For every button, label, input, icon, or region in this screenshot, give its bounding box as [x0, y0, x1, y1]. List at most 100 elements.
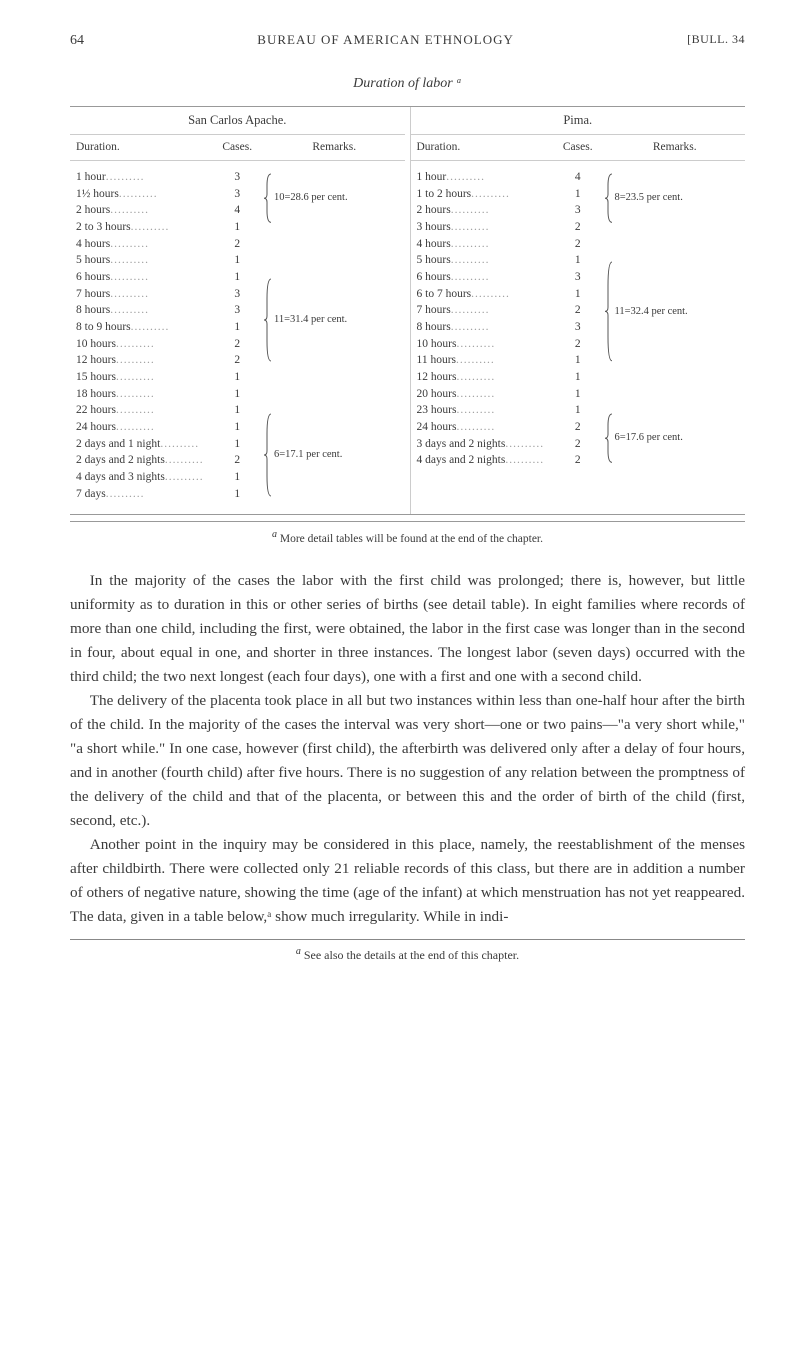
cell-cases: 1 [551, 386, 605, 403]
cell-cases: 1 [210, 436, 264, 453]
cell-duration: 6 to 7 hours.......... [411, 286, 551, 303]
table-row: 15 hours.......... 1 [70, 369, 405, 386]
table-row: 6 to 7 hours.......... 1 [411, 286, 746, 303]
cell-duration: 4 days and 2 nights.......... [411, 452, 551, 469]
cell-cases: 2 [551, 302, 605, 319]
cell-cases: 2 [551, 219, 605, 236]
cell-cases: 3 [551, 202, 605, 219]
page-number: 64 [70, 30, 84, 51]
table-row: 5 hours.......... 1 [70, 252, 405, 269]
cell-duration: 1½ hours.......... [70, 186, 210, 203]
cell-duration: 5 hours.......... [411, 252, 551, 269]
cell-duration: 4 hours.......... [411, 236, 551, 253]
table-row: 12 hours.......... 1 [411, 369, 746, 386]
col-headers-right: Duration. Cases. Remarks. [411, 135, 746, 161]
table-row: 10 hours.......... 2 [411, 336, 746, 353]
paragraph-1: In the majority of the cases the labor w… [70, 569, 745, 689]
table-row: 2 hours.......... 4 [70, 202, 405, 219]
cell-cases: 1 [551, 369, 605, 386]
table-row: 4 days and 3 nights.......... 1 [70, 469, 405, 486]
tribe-left: San Carlos Apache. [70, 107, 405, 135]
cell-duration: 7 days.......... [70, 486, 210, 503]
page-header: 64 BUREAU OF AMERICAN ETHNOLOGY [BULL. 3… [70, 30, 745, 51]
footnote-sup: a [272, 529, 277, 540]
table-row: 7 hours.......... 2 [411, 302, 746, 319]
table-row: 8 hours.......... 3 [70, 302, 405, 319]
left-table: San Carlos Apache. Duration. Cases. Rema… [70, 107, 411, 514]
cell-duration: 4 hours.......... [70, 236, 210, 253]
cell-cases: 4 [210, 202, 264, 219]
paragraph-2: The delivery of the placenta took place … [70, 689, 745, 833]
table-footnote: a More detail tables will be found at th… [70, 521, 745, 548]
table-row: 20 hours.......... 1 [411, 386, 746, 403]
cell-cases: 3 [210, 186, 264, 203]
table-row: 7 days.......... 1 [70, 486, 405, 503]
cell-cases: 2 [551, 336, 605, 353]
cell-cases: 2 [210, 236, 264, 253]
cell-cases: 1 [210, 219, 264, 236]
remark-group: 6=17.6 per cent. [605, 413, 683, 463]
cell-duration: 12 hours.......... [411, 369, 551, 386]
table-row: 4 hours.......... 2 [411, 236, 746, 253]
bull-number: [BULL. 34 [687, 30, 745, 51]
remark-group: 10=28.6 per cent. [264, 173, 348, 223]
cell-cases: 3 [210, 286, 264, 303]
cell-duration: 8 to 9 hours.......... [70, 319, 210, 336]
cell-duration: 24 hours.......... [411, 419, 551, 436]
remark-text: 11=32.4 per cent. [615, 304, 688, 320]
table-row: 24 hours.......... 1 [70, 419, 405, 436]
cell-duration: 2 hours.......... [411, 202, 551, 219]
cell-duration: 2 days and 2 nights.......... [70, 452, 210, 469]
duration-table: San Carlos Apache. Duration. Cases. Rema… [70, 106, 745, 515]
cell-duration: 5 hours.......... [70, 252, 210, 269]
cell-duration: 24 hours.......... [70, 419, 210, 436]
cell-duration: 2 hours.......... [70, 202, 210, 219]
cell-cases: 2 [210, 352, 264, 369]
cell-cases: 2 [210, 452, 264, 469]
cell-cases: 1 [210, 386, 264, 403]
paragraph-3: Another point in the inquiry may be cons… [70, 833, 745, 929]
cell-duration: 7 hours.......... [70, 286, 210, 303]
cell-duration: 23 hours.......... [411, 402, 551, 419]
table-row: 3 hours.......... 2 [411, 219, 746, 236]
cell-duration: 1 hour.......... [411, 169, 551, 186]
left-rows: 1 hour.......... 3 1½ hours.......... 3 … [70, 161, 405, 514]
cell-duration: 12 hours.......... [70, 352, 210, 369]
table-row: 4 hours.......... 2 [70, 236, 405, 253]
cell-cases: 3 [210, 169, 264, 186]
table-row: 8 hours.......... 3 [411, 319, 746, 336]
table-row: 5 hours.......... 1 [411, 252, 746, 269]
footnote-text: More detail tables will be found at the … [280, 533, 543, 545]
cell-cases: 1 [551, 402, 605, 419]
col-cases: Cases. [551, 139, 605, 156]
remark-text: 6=17.6 per cent. [615, 430, 683, 446]
remark-text: 6=17.1 per cent. [274, 447, 342, 463]
table-row: 4 days and 2 nights.......... 2 [411, 452, 746, 469]
right-table: Pima. Duration. Cases. Remarks. 1 hour..… [411, 107, 746, 514]
table-row: 2 days and 1 night.......... 1 [70, 436, 405, 453]
cell-cases: 3 [210, 302, 264, 319]
table-row: 1 hour.......... 4 [411, 169, 746, 186]
remark-group: 6=17.1 per cent. [264, 413, 342, 497]
table-row: 6 hours.......... 3 [411, 269, 746, 286]
remark-group: 8=23.5 per cent. [605, 173, 683, 223]
cell-duration: 10 hours.......... [411, 336, 551, 353]
bottom-footnote-text: See also the details at the end of this … [304, 948, 519, 962]
cell-cases: 3 [551, 319, 605, 336]
cell-cases: 2 [551, 236, 605, 253]
cell-duration: 8 hours.......... [411, 319, 551, 336]
cell-cases: 4 [551, 169, 605, 186]
table-row: 3 days and 2 nights.......... 2 [411, 436, 746, 453]
table-row: 7 hours.......... 3 [70, 286, 405, 303]
cell-cases: 2 [551, 436, 605, 453]
table-row: 1½ hours.......... 3 [70, 186, 405, 203]
table-row: 8 to 9 hours.......... 1 [70, 319, 405, 336]
cell-cases: 3 [551, 269, 605, 286]
remark-text: 8=23.5 per cent. [615, 190, 683, 206]
table-row: 11 hours.......... 1 [411, 352, 746, 369]
table-row: 23 hours.......... 1 [411, 402, 746, 419]
table-row: 1 to 2 hours.......... 1 [411, 186, 746, 203]
table-row: 6 hours.......... 1 [70, 269, 405, 286]
cell-cases: 2 [551, 419, 605, 436]
remark-text: 11=31.4 per cent. [274, 312, 347, 328]
